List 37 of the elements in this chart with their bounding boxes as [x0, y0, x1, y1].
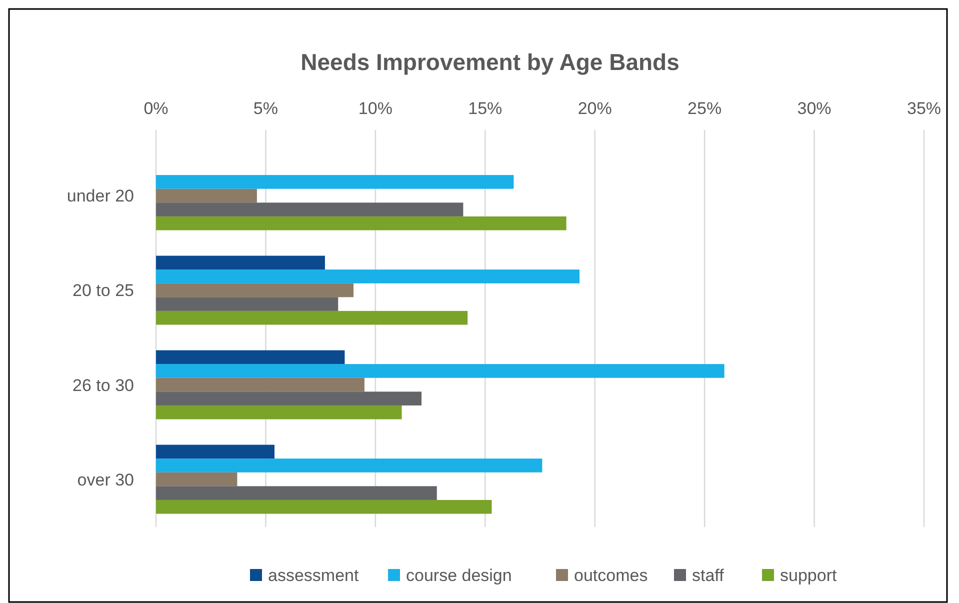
chart-title: Needs Improvement by Age Bands — [300, 49, 680, 75]
x-tick-label: 35% — [906, 99, 942, 118]
x-tick-label: 25% — [688, 99, 722, 118]
x-tick-label: 5% — [253, 99, 278, 118]
bar — [156, 310, 468, 325]
y-tick-label: 20 to 25 — [72, 281, 134, 300]
bar — [156, 283, 354, 298]
bar — [156, 270, 580, 284]
bar — [156, 500, 492, 514]
bar — [156, 378, 364, 392]
bar — [156, 256, 325, 270]
bar — [156, 202, 464, 216]
x-tick-label: 30% — [797, 99, 832, 118]
bar — [156, 405, 402, 420]
bar — [156, 175, 514, 189]
y-tick-label: over 30 — [77, 470, 134, 490]
x-tick-label: 10% — [358, 99, 392, 118]
bar — [156, 297, 338, 311]
x-tick-label: 20% — [578, 99, 612, 118]
bar — [156, 350, 345, 364]
bar — [156, 216, 566, 230]
y-tick-label: under 20 — [66, 186, 134, 206]
bar — [156, 472, 238, 486]
bar — [156, 444, 274, 459]
legend-label: support — [780, 566, 837, 585]
legend-label: staff — [692, 566, 724, 585]
bar — [156, 486, 437, 500]
legend-label: course design — [406, 566, 512, 585]
legend-label: assessment — [268, 566, 359, 585]
bar — [156, 364, 724, 378]
legend-label: outcomes — [574, 566, 648, 585]
bar — [156, 188, 257, 203]
x-tick-label: 15% — [468, 99, 502, 118]
bar — [156, 392, 422, 406]
x-tick-label: 0% — [144, 99, 168, 118]
y-tick-label: 26 to 30 — [72, 376, 134, 395]
bar — [156, 458, 542, 472]
